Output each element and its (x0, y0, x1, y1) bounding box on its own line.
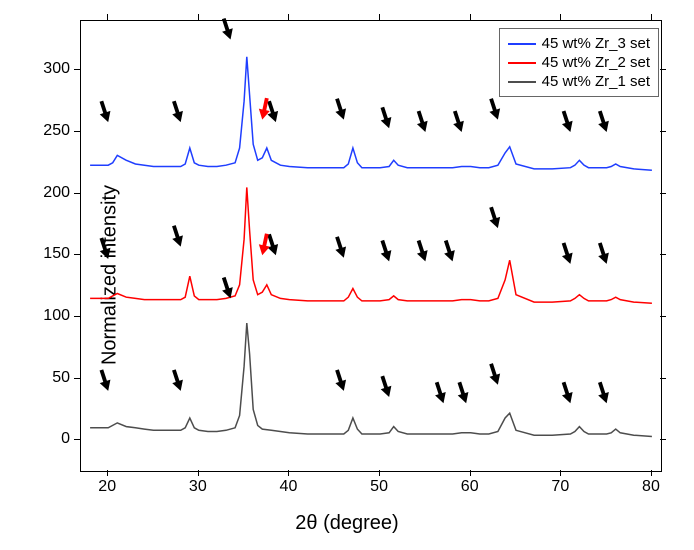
x-tick-mark (288, 470, 289, 476)
y-tick-mark (74, 131, 80, 132)
y-tick-mark (660, 316, 666, 317)
arrow-marker (332, 235, 349, 259)
y-tick-mark (74, 193, 80, 194)
y-tick-label: 50 (40, 369, 70, 387)
arrow-marker (595, 381, 612, 405)
arrow-marker (486, 362, 503, 386)
x-tick-mark (107, 470, 108, 476)
y-tick-mark (74, 254, 80, 255)
x-tick-mark (288, 14, 289, 20)
arrow-marker (96, 99, 113, 123)
x-tick-mark (470, 470, 471, 476)
arrow-marker (218, 17, 235, 41)
arrow-marker (377, 239, 394, 263)
y-tick-label: 300 (40, 60, 70, 78)
x-tick-mark (379, 470, 380, 476)
y-tick-mark (660, 439, 666, 440)
x-tick-mark (198, 14, 199, 20)
x-tick-label: 60 (461, 478, 479, 496)
arrow-marker (486, 97, 503, 121)
arrow-marker (169, 224, 186, 248)
arrow-marker (413, 239, 430, 263)
arrow-marker (413, 109, 430, 133)
x-tick-mark (651, 470, 652, 476)
legend-label: 45 wt% Zr_2 set (542, 54, 650, 71)
x-axis-label: 2θ (degree) (295, 512, 398, 535)
x-tick-mark (560, 14, 561, 20)
arrow-marker (454, 381, 471, 405)
x-tick-label: 40 (280, 478, 298, 496)
y-tick-mark (74, 439, 80, 440)
legend-item: 45 wt% Zr_3 set (508, 35, 650, 52)
y-tick-mark (660, 378, 666, 379)
arrow-marker (486, 205, 503, 229)
y-tick-label: 100 (40, 307, 70, 325)
x-tick-mark (560, 470, 561, 476)
y-tick-mark (74, 316, 80, 317)
arrow-marker (332, 97, 349, 121)
y-tick-label: 250 (40, 122, 70, 140)
x-tick-mark (198, 470, 199, 476)
x-tick-mark (107, 14, 108, 20)
legend-label: 45 wt% Zr_1 set (542, 73, 650, 90)
y-tick-label: 150 (40, 245, 70, 263)
arrow-marker (96, 368, 113, 392)
arrow-marker (558, 381, 575, 405)
legend: 45 wt% Zr_3 set 45 wt% Zr_2 set 45 wt% Zr_… (499, 28, 659, 97)
arrow-marker (558, 109, 575, 133)
legend-item: 45 wt% Zr_2 set (508, 54, 650, 71)
legend-label: 45 wt% Zr_3 set (542, 35, 650, 52)
arrow-marker (377, 374, 394, 398)
arrow-marker (377, 106, 394, 130)
legend-swatch (508, 81, 536, 83)
x-tick-mark (379, 14, 380, 20)
arrow-marker (332, 368, 349, 392)
arrow-marker (96, 236, 113, 260)
arrow-marker (440, 239, 457, 263)
x-tick-label: 80 (642, 478, 660, 496)
x-tick-mark (651, 14, 652, 20)
y-tick-label: 200 (40, 184, 70, 202)
x-tick-mark (470, 14, 471, 20)
x-tick-label: 20 (98, 478, 116, 496)
x-tick-label: 70 (551, 478, 569, 496)
xrd-chart: Normalized intensity 2θ (degree) 2030405… (0, 0, 694, 550)
series-set2 (90, 187, 652, 303)
arrow-marker (431, 381, 448, 405)
y-tick-mark (660, 69, 666, 70)
legend-swatch (508, 43, 536, 45)
y-tick-label: 0 (40, 430, 70, 448)
arrow-marker (595, 109, 612, 133)
series-set1 (90, 323, 652, 436)
arrow-marker (558, 241, 575, 265)
arrow-marker (169, 368, 186, 392)
arrow-marker (595, 241, 612, 265)
legend-item: 45 wt% Zr_1 set (508, 73, 650, 90)
y-tick-mark (74, 69, 80, 70)
arrow-marker (169, 99, 186, 123)
y-tick-mark (660, 131, 666, 132)
x-tick-label: 30 (189, 478, 207, 496)
y-tick-mark (660, 254, 666, 255)
y-tick-mark (660, 193, 666, 194)
arrow-marker (450, 109, 467, 133)
legend-swatch (508, 62, 536, 64)
x-tick-label: 50 (370, 478, 388, 496)
y-tick-mark (74, 378, 80, 379)
